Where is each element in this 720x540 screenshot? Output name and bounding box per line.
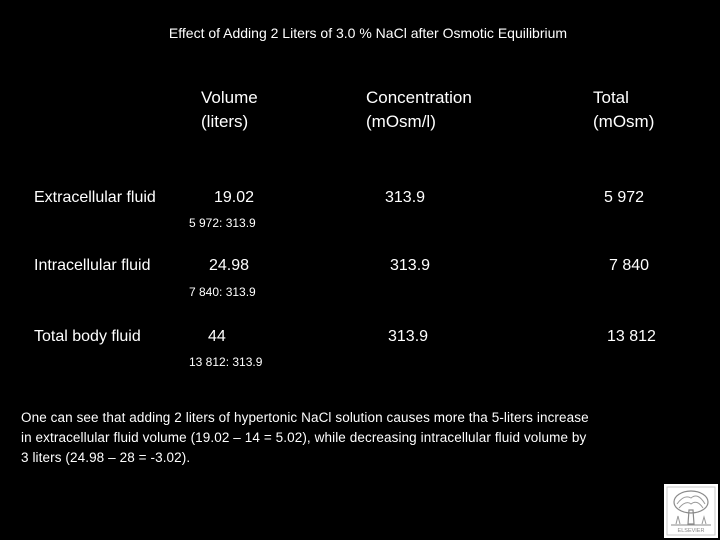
row-label-total-body: Total body fluid [34, 328, 141, 345]
row-volume-intracellular: 24.98 [209, 257, 250, 274]
row-label-extracellular: Extracellular fluid [34, 189, 156, 206]
row-note-total-body: 13 812: 313.9 [189, 355, 263, 369]
row-total-total-body: 13 812 [607, 328, 656, 345]
row-total-extracellular: 5 972 [604, 189, 645, 206]
logo-text: ELSEVIER [678, 528, 705, 534]
row-label-intracellular: Intracellular fluid [34, 257, 151, 274]
publisher-logo: ELSEVIER [664, 484, 718, 538]
row-concentration-intracellular: 313.9 [390, 257, 431, 274]
tree-logo-icon: ELSEVIER [666, 486, 716, 536]
header-total: Total (mOsm) [593, 88, 655, 131]
row-note-intracellular: 7 840: 313.9 [189, 285, 256, 299]
row-total-intracellular: 7 840 [609, 257, 650, 274]
header-concentration: Concentration (mOsm/l) [366, 88, 472, 131]
explanation-paragraph: One can see that adding 2 liters of hype… [21, 410, 589, 465]
row-volume-extracellular: 19.02 [214, 189, 255, 206]
row-concentration-extracellular: 313.9 [385, 189, 426, 206]
slide-title: Effect of Adding 2 Liters of 3.0 % NaCl … [168, 25, 568, 41]
header-volume: Volume (liters) [201, 88, 258, 131]
row-volume-total-body: 44 [208, 328, 226, 345]
row-note-extracellular: 5 972: 313.9 [189, 216, 256, 230]
row-concentration-total-body: 313.9 [388, 328, 429, 345]
